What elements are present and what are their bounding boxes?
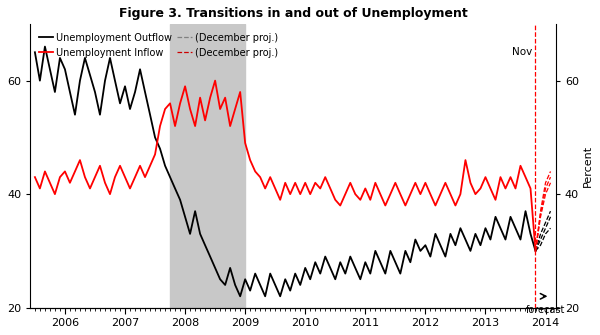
- Bar: [170, 24, 245, 308]
- Y-axis label: Percent: Percent: [583, 145, 593, 187]
- Legend: Unemployment Outflow, Unemployment Inflow, (December proj.), (December proj.): Unemployment Outflow, Unemployment Inflo…: [35, 29, 282, 61]
- Title: Figure 3. Transitions in and out of Unemployment: Figure 3. Transitions in and out of Unem…: [119, 7, 467, 20]
- Text: Nov: Nov: [512, 47, 532, 57]
- Text: forecast: forecast: [526, 305, 565, 315]
